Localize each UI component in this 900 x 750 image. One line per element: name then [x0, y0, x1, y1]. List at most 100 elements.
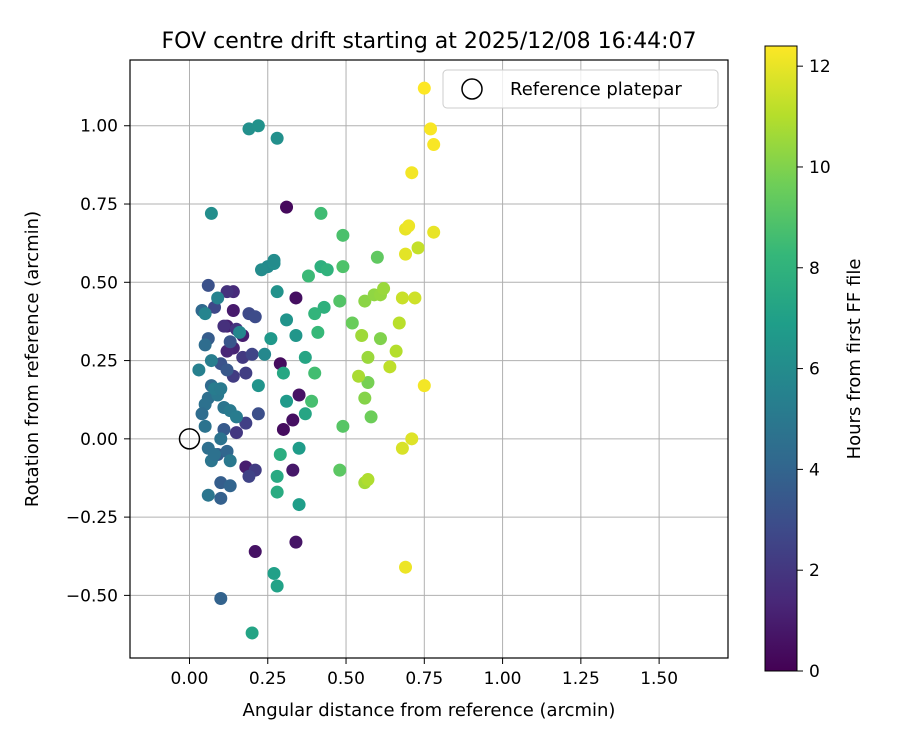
data-point — [211, 291, 225, 305]
data-point — [286, 463, 300, 477]
data-point — [214, 491, 228, 505]
data-point — [201, 278, 215, 292]
reference-platepar-marker — [178, 428, 201, 450]
data-point — [399, 247, 413, 261]
data-point — [364, 410, 378, 424]
data-point — [267, 566, 281, 580]
data-point — [223, 454, 237, 468]
data-point — [405, 166, 419, 180]
colorbar-tick-label: 4 — [809, 460, 820, 480]
plot-frame — [129, 59, 729, 659]
colorbar-tick-label: 12 — [809, 57, 831, 77]
data-point — [267, 253, 281, 267]
legend-label: Reference platepar — [510, 79, 682, 100]
data-point — [233, 325, 247, 339]
y-tick-label: 0.75 — [80, 195, 118, 215]
data-point — [345, 316, 359, 330]
data-point — [361, 473, 375, 487]
data-point — [424, 122, 438, 136]
x-axis: 0.00 0.25 0.50 0.75 1.00 1.25 1.50 — [171, 658, 678, 689]
data-point — [223, 479, 237, 493]
data-point — [276, 366, 290, 380]
data-point — [377, 282, 391, 296]
data-point — [358, 391, 372, 405]
data-point — [226, 303, 240, 317]
data-point — [308, 366, 322, 380]
colorbar-label: Hours from first FF file — [844, 259, 865, 460]
legend-box — [442, 69, 719, 109]
data-point — [204, 206, 218, 220]
y-tick-label: −0.50 — [66, 586, 118, 606]
chart-title: FOV centre drift starting at 2025/12/08 … — [162, 29, 697, 54]
x-tick-label: 1.25 — [562, 669, 600, 689]
data-point — [336, 228, 350, 242]
x-tick-label: 0.25 — [249, 669, 287, 689]
data-point — [214, 382, 228, 396]
data-point — [280, 200, 294, 214]
data-point — [395, 441, 409, 455]
colorbar-tick-label: 10 — [809, 158, 831, 178]
y-tick-label: 0.00 — [80, 430, 118, 450]
data-point — [417, 379, 431, 393]
data-point — [198, 338, 212, 352]
data-point — [258, 347, 272, 361]
colorbar-tick-label: 2 — [809, 561, 820, 581]
data-point — [292, 441, 306, 455]
colorbar-tick-label: 6 — [809, 360, 820, 380]
data-point — [242, 469, 256, 483]
x-tick-label: 0.75 — [405, 669, 443, 689]
data-point — [198, 307, 212, 321]
data-point — [314, 206, 328, 220]
data-point — [286, 413, 300, 427]
data-point — [405, 432, 419, 446]
data-point — [254, 263, 268, 277]
data-point — [270, 469, 284, 483]
data-point — [408, 291, 422, 305]
data-point — [220, 363, 234, 377]
legend: Reference platepar — [442, 69, 719, 109]
data-point — [280, 313, 294, 327]
y-tick-label: 0.50 — [80, 273, 118, 293]
data-point — [361, 375, 375, 389]
y-axis-label: Rotation from reference (arcmin) — [22, 211, 43, 507]
data-point — [333, 294, 347, 308]
colorbar-tick-label: 0 — [809, 662, 820, 682]
data-point — [427, 138, 441, 152]
data-point — [208, 447, 222, 461]
data-point — [370, 250, 384, 264]
data-point — [292, 388, 306, 402]
data-point — [289, 535, 303, 549]
data-point — [223, 335, 237, 349]
data-point — [198, 419, 212, 433]
data-point — [195, 407, 209, 421]
data-point — [264, 332, 278, 346]
data-point — [358, 294, 372, 308]
data-point — [336, 260, 350, 274]
data-point — [289, 291, 303, 305]
x-axis-label: Angular distance from reference (arcmin) — [243, 700, 616, 721]
data-point — [251, 379, 265, 393]
data-points — [192, 81, 441, 640]
colorbar-axis: 0 2 4 6 8 10 12 — [797, 57, 831, 682]
y-tick-label: 1.00 — [80, 117, 118, 137]
data-point — [427, 225, 441, 239]
data-point — [220, 285, 234, 299]
data-point — [305, 394, 319, 408]
x-tick-label: 0.00 — [171, 669, 209, 689]
data-point — [402, 219, 416, 233]
data-point — [411, 241, 425, 255]
data-point — [270, 579, 284, 593]
data-point — [229, 410, 243, 424]
data-point — [298, 350, 312, 364]
x-tick-label: 0.50 — [327, 669, 365, 689]
data-point — [355, 329, 369, 343]
y-axis: −0.50 −0.25 0.00 0.25 0.50 0.75 1.00 — [66, 117, 130, 606]
data-point — [298, 407, 312, 421]
data-point — [214, 592, 228, 606]
data-point — [201, 488, 215, 502]
y-tick-label: −0.25 — [66, 508, 118, 528]
data-point — [214, 432, 228, 446]
x-tick-label: 1.00 — [484, 669, 522, 689]
data-point — [248, 545, 262, 559]
